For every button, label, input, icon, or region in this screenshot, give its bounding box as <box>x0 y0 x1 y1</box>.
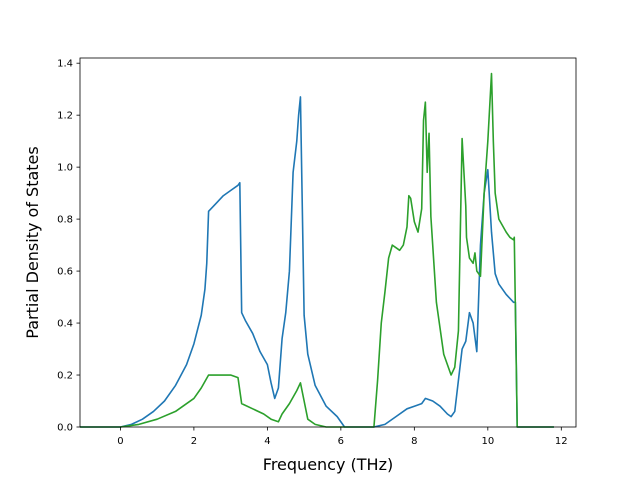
y-tick-label: 1.2 <box>57 111 73 122</box>
y-tick-label: 0.4 <box>57 319 73 330</box>
y-tick-label: 0.2 <box>57 371 73 382</box>
y-tick-label: 1.0 <box>57 163 73 174</box>
series-line-2 <box>80 72 554 428</box>
y-tick-label: 0.8 <box>57 215 73 226</box>
x-axis-label: Frequency (THz) <box>263 455 393 474</box>
plot-frame <box>79 57 577 428</box>
x-tick-label: 6 <box>338 436 344 447</box>
y-axis-label: Partial Density of States <box>23 146 42 338</box>
x-tick-label: 0 <box>117 436 123 447</box>
y-tick-label: 0.6 <box>57 267 73 278</box>
x-axis: 0 2 4 6 8 10 12 <box>117 427 568 447</box>
x-tick-label: 2 <box>191 436 197 447</box>
y-axis: 0.0 0.2 0.4 0.6 0.8 1.0 1.2 1.4 <box>57 59 80 434</box>
x-tick-label: 8 <box>411 436 417 447</box>
x-tick-label: 10 <box>481 436 494 447</box>
x-tick-label: 4 <box>264 436 270 447</box>
x-tick-label: 12 <box>555 436 568 447</box>
series-layer <box>80 72 554 428</box>
series-line-1 <box>80 96 554 428</box>
y-tick-label: 1.4 <box>57 59 73 70</box>
y-tick-label: 0.0 <box>57 423 73 434</box>
